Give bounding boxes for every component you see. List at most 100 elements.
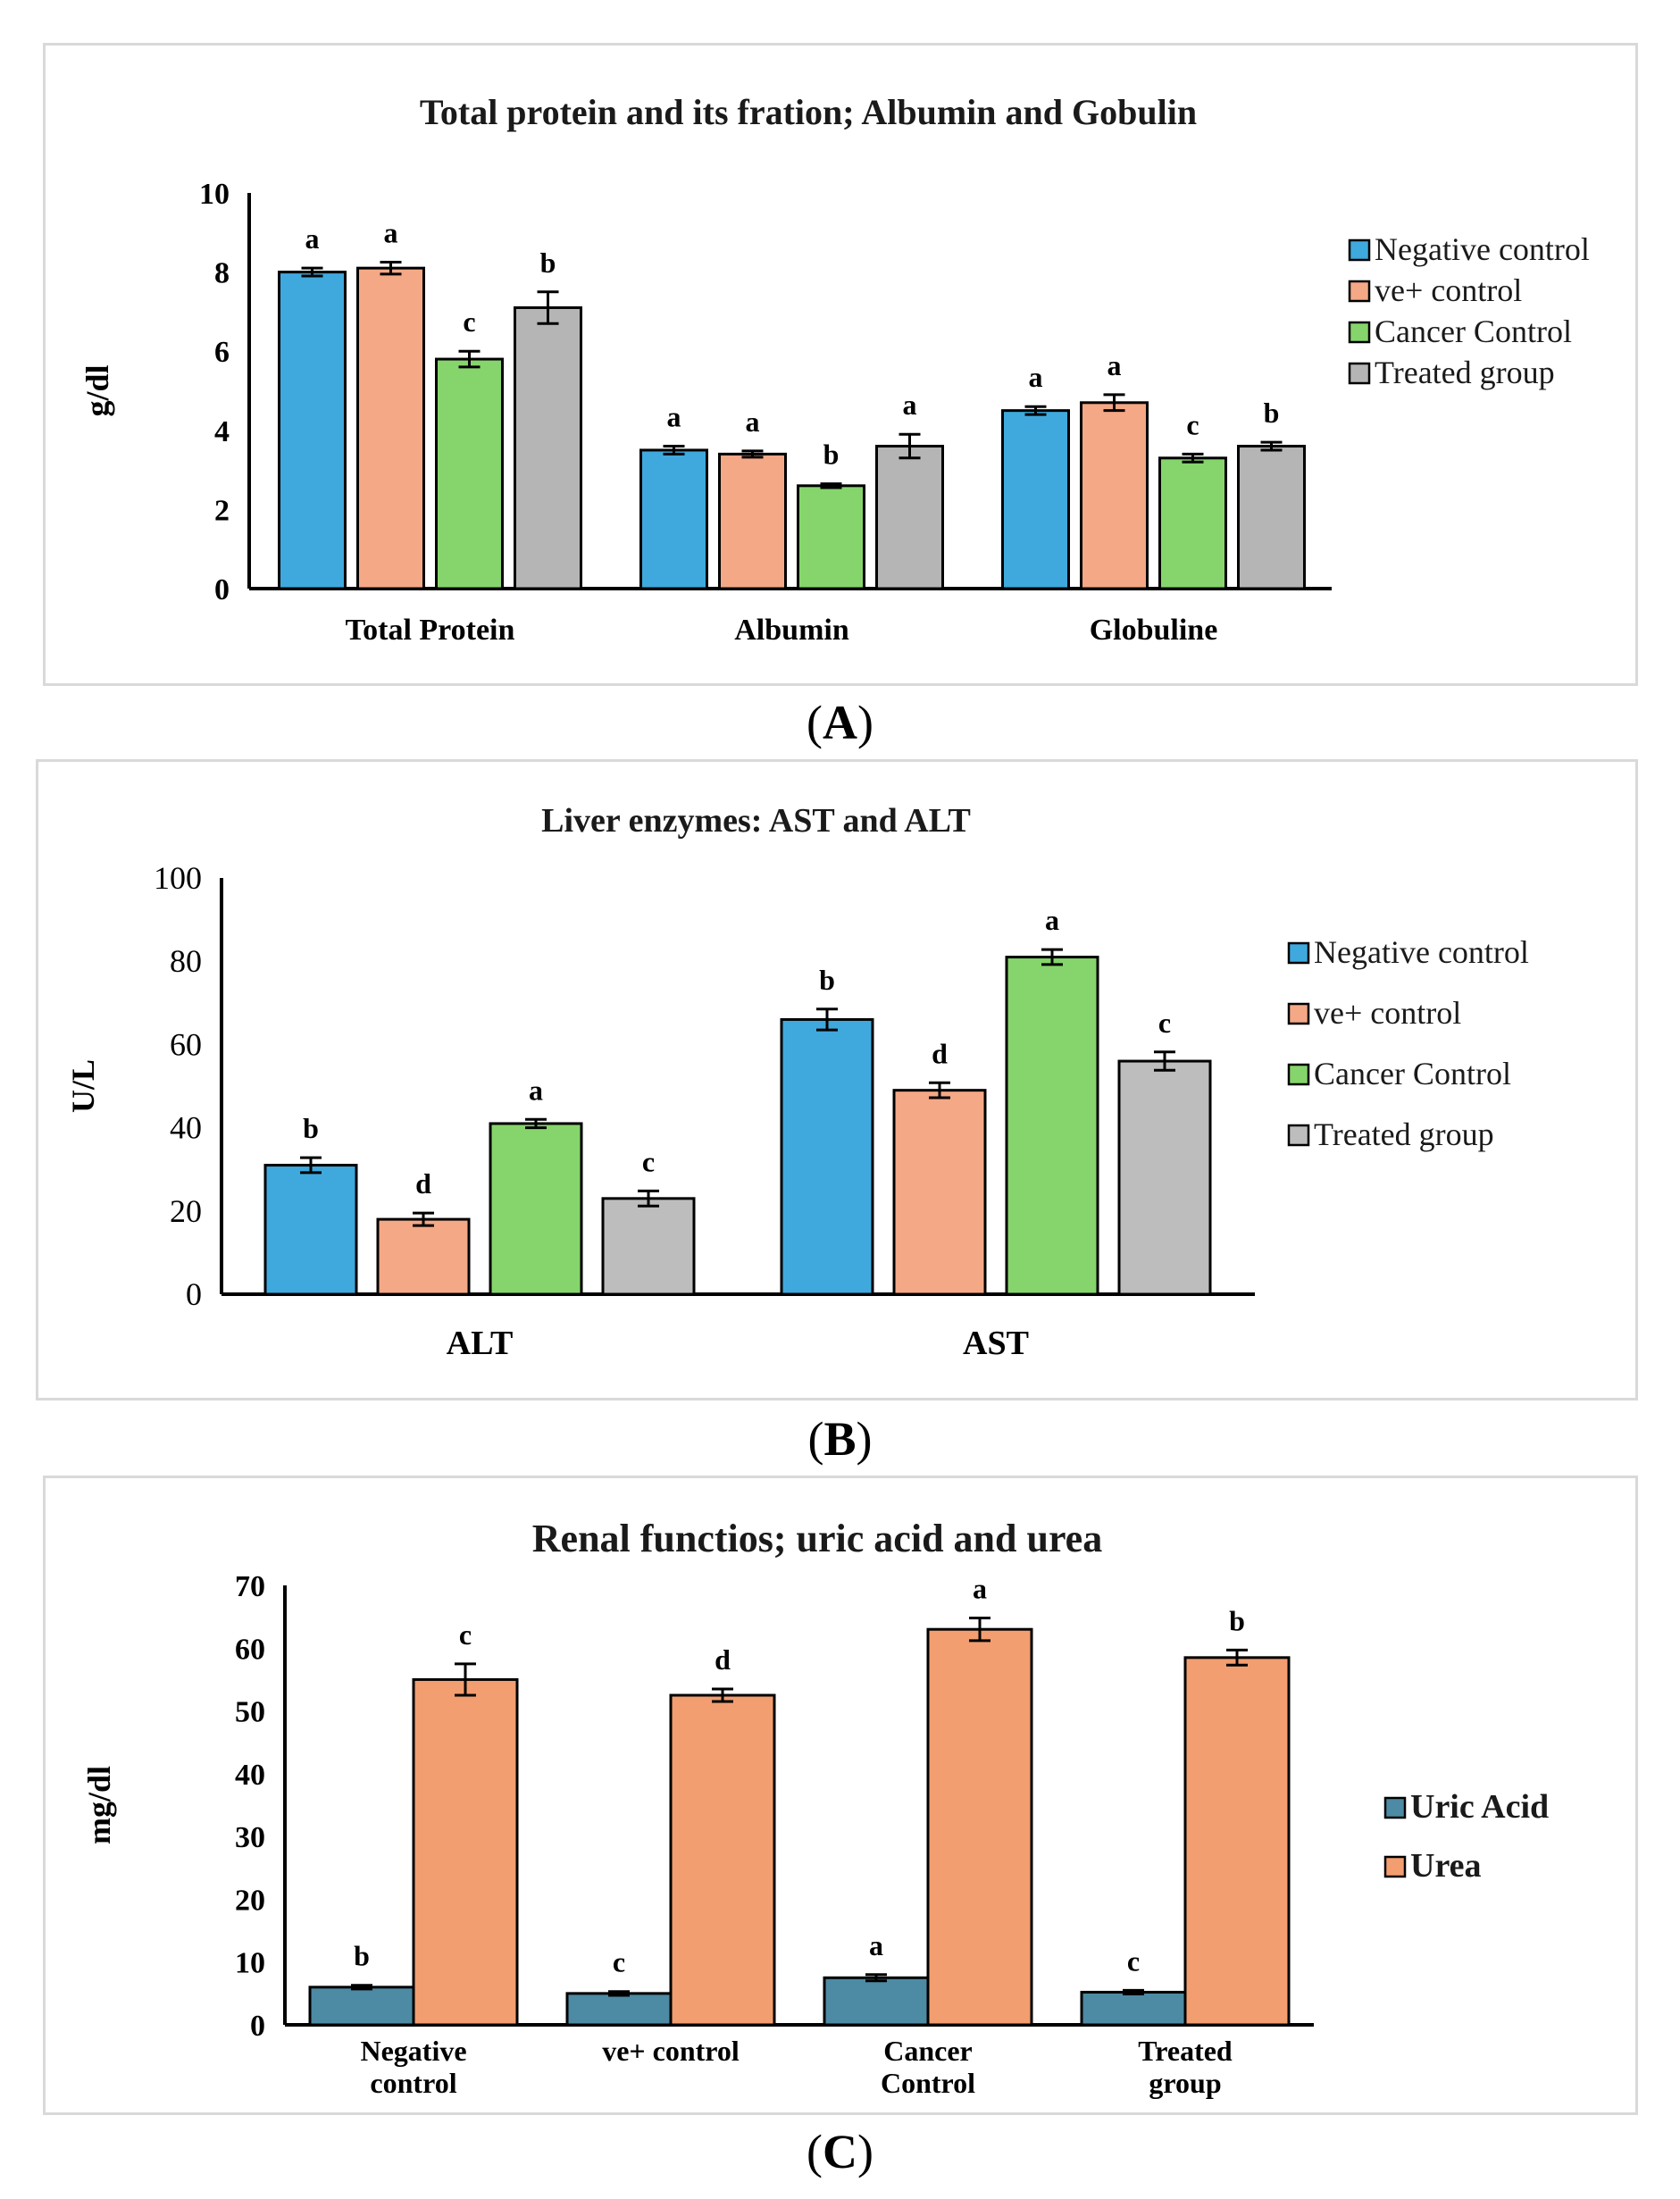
legend-label: ve+ control	[1314, 995, 1461, 1031]
x-tick-label: Globuline	[1090, 614, 1218, 647]
bar	[1117, 1059, 1212, 1296]
y-tick-label: 10	[235, 1947, 265, 1980]
bar	[435, 357, 504, 590]
significance-letter: b	[303, 1112, 319, 1144]
legend-swatch	[1287, 1002, 1310, 1025]
significance-letter: a	[384, 217, 398, 249]
chart-title: Renal functios; uric acid and urea	[532, 1517, 1102, 1560]
bar	[823, 1976, 930, 2027]
y-tick-label: 80	[170, 943, 202, 979]
significance-letter: b	[540, 247, 556, 279]
bar	[356, 266, 425, 590]
y-axis-label: g/dl	[79, 364, 115, 416]
legend-swatch	[1383, 1855, 1407, 1878]
x-tick-label: AST	[963, 1325, 1029, 1362]
bar	[412, 1677, 519, 2027]
significance-letter: b	[823, 439, 840, 471]
significance-letter: c	[1127, 1944, 1140, 1977]
bar	[278, 271, 347, 590]
y-tick-label: 40	[170, 1110, 202, 1146]
significance-letter: d	[715, 1643, 731, 1676]
bar	[669, 1693, 776, 2027]
significance-letter: a	[903, 389, 917, 421]
significance-letter: b	[1229, 1604, 1245, 1636]
legend-swatch	[1348, 238, 1371, 262]
chart-a-svg: Total protein and its fration; Albumin a…	[79, 92, 1590, 647]
bar	[1005, 956, 1099, 1296]
chart-panel-b: Liver enzymes: AST and ALT U/L 0 20 40 60 80 10…	[36, 759, 1638, 1401]
bar	[797, 484, 865, 590]
significance-letter: c	[613, 1946, 625, 1978]
bar	[514, 305, 582, 590]
caption-a: (A)	[807, 696, 873, 749]
bar	[1237, 445, 1306, 590]
y-tick-label: 60	[170, 1026, 202, 1062]
bar	[1080, 1990, 1187, 2027]
y-tick-label: 20	[170, 1193, 202, 1229]
legend-label: Urea	[1410, 1847, 1482, 1885]
caption-c: (C)	[807, 2125, 873, 2178]
x-tick-label: Cancer Control	[881, 2035, 975, 2099]
legend-label: Cancer Control	[1314, 1056, 1511, 1091]
chart-title: Total protein and its fration; Albumin a…	[420, 92, 1197, 132]
significance-letter: a	[1045, 904, 1059, 936]
legend-swatch	[1348, 362, 1371, 385]
significance-letter: a	[973, 1573, 987, 1605]
y-tick-label: 50	[235, 1696, 265, 1729]
bar	[1001, 409, 1070, 590]
significance-letter: a	[1107, 349, 1122, 381]
y-tick-label: 70	[235, 1570, 265, 1603]
bar	[308, 1986, 415, 2027]
bar	[1080, 401, 1149, 590]
chart-b-svg: Liver enzymes: AST and ALT U/L 0 20 40 60 80 10…	[65, 802, 1529, 1362]
bar	[565, 1992, 673, 2027]
chart-c-svg: Renal functios; uric acid and urea mg/dl 0…	[81, 1517, 1549, 2099]
legend-label: Treated group	[1314, 1116, 1494, 1152]
y-axis-label: mg/dl	[81, 1766, 117, 1844]
significance-letter: b	[819, 964, 835, 996]
y-tick-label: 2	[214, 494, 230, 527]
significance-letter: a	[305, 222, 320, 255]
x-tick-label: ALT	[447, 1325, 514, 1362]
bar	[639, 448, 708, 590]
legend-label: Negative control	[1375, 231, 1590, 267]
chart-panel-a: Total protein and its fration; Albumin a…	[43, 43, 1638, 686]
y-tick-label: 20	[235, 1884, 265, 1917]
y-tick-label: 0	[214, 573, 230, 606]
bar	[489, 1122, 583, 1296]
y-tick-label: 0	[250, 2010, 265, 2043]
significance-letter: d	[415, 1167, 431, 1200]
legend-swatch	[1383, 1796, 1407, 1819]
bar	[1158, 456, 1227, 590]
legend-swatch	[1287, 1124, 1310, 1147]
y-tick-label: 10	[199, 178, 230, 211]
bar	[875, 445, 944, 590]
bar	[376, 1217, 471, 1296]
significance-letter: c	[463, 305, 475, 338]
legend-swatch	[1287, 941, 1310, 965]
legend-swatch	[1348, 321, 1371, 344]
legend-label: ve+ control	[1375, 272, 1522, 308]
bar	[1183, 1656, 1291, 2027]
chart-panel-c: Renal functios; uric acid and urea mg/dl 0…	[43, 1476, 1638, 2115]
legend-label: Cancer Control	[1375, 314, 1572, 349]
y-tick-label: 4	[214, 415, 230, 448]
significance-letter: c	[1158, 1007, 1171, 1039]
significance-letter: a	[529, 1074, 543, 1106]
x-tick-label: Albumin	[734, 614, 849, 647]
significance-letter: c	[459, 1618, 472, 1651]
y-tick-label: 100	[154, 860, 202, 896]
bar	[926, 1627, 1033, 2027]
y-tick-label: 0	[186, 1276, 202, 1312]
significance-letter: b	[354, 1940, 370, 1972]
legend-label: Treated group	[1375, 355, 1555, 390]
y-tick-label: 30	[235, 1821, 265, 1854]
x-tick-label: ve+ control	[602, 2035, 740, 2067]
significance-letter: a	[1029, 361, 1043, 393]
y-axis-label: U/L	[65, 1059, 101, 1113]
y-tick-label: 8	[214, 257, 230, 290]
bar	[718, 452, 787, 590]
y-tick-label: 40	[235, 1759, 265, 1792]
significance-letter: c	[642, 1145, 655, 1177]
y-tick-label: 60	[235, 1633, 265, 1666]
